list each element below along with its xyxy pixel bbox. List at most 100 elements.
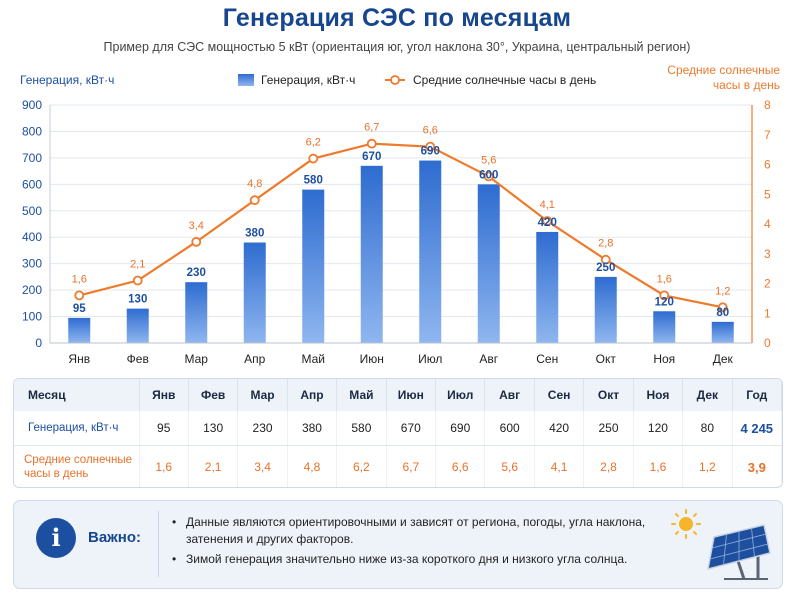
table-header-cell: Июл xyxy=(435,379,486,411)
y-tick-right: 6 xyxy=(764,158,771,172)
row-label-line: Средние солнечные xyxy=(24,454,133,466)
bar xyxy=(243,242,266,343)
table-header-cell: Мар xyxy=(237,379,288,411)
row-label-sun-hours: Средние солнечные часы в день xyxy=(14,445,140,487)
bar xyxy=(653,311,676,343)
table-cell: 6,2 xyxy=(336,445,387,487)
table-cell: 380 xyxy=(287,411,338,446)
solar-panel-icon xyxy=(671,509,771,580)
bar-value-label: 80 xyxy=(716,307,729,319)
bar xyxy=(536,231,559,343)
bar-value-label: 600 xyxy=(479,169,498,181)
sun-hours-point xyxy=(659,290,670,301)
note-divider xyxy=(158,511,159,577)
table-header-cell: Дек xyxy=(682,379,733,411)
sun-hours-label: 5,6 xyxy=(481,154,496,166)
x-tick-label: Янв xyxy=(68,352,90,366)
x-tick-label: Ноя xyxy=(653,352,675,366)
sun-hours-label: 1,6 xyxy=(72,273,87,285)
sun-hours-label: 1,2 xyxy=(715,285,730,297)
sun-hours-point xyxy=(483,171,494,182)
legend-bar-label: Генерация, кВт·ч xyxy=(261,73,355,87)
bar-value-label: 230 xyxy=(187,267,206,279)
y-tick-right: 2 xyxy=(764,277,771,291)
legend-line-label: Средние солнечные часы в день xyxy=(413,73,596,87)
page-subtitle: Пример для СЭС мощностью 5 кВт (ориентац… xyxy=(103,40,691,54)
x-tick-label: Июн xyxy=(360,352,384,366)
table-cell: 3,9 xyxy=(732,445,782,487)
y-tick-right: 0 xyxy=(764,336,771,350)
table-header-cell: Май xyxy=(336,379,387,411)
sun-hours-point xyxy=(249,195,260,206)
y-tick-left: 700 xyxy=(22,151,42,165)
table-cell: 4,1 xyxy=(534,445,585,487)
y-tick-left: 400 xyxy=(22,230,42,244)
table-cell: 4 245 xyxy=(732,411,782,446)
sun-hours-point xyxy=(308,153,319,164)
bar xyxy=(185,282,208,343)
table-cell: 420 xyxy=(534,411,585,446)
table-header-cell: Июн xyxy=(386,379,437,411)
table-header-cell: Месяц xyxy=(14,379,140,411)
table-header-cell: Ноя xyxy=(633,379,684,411)
note-list: Данные являются ориентировочными и завис… xyxy=(170,514,650,571)
x-tick-label: Авг xyxy=(479,352,498,366)
bar xyxy=(360,165,383,343)
bar-value-label: 420 xyxy=(538,217,557,229)
table-header-cell: Янв xyxy=(139,379,189,411)
sun-hours-label: 6,7 xyxy=(364,122,379,134)
table-cell: 600 xyxy=(484,411,535,446)
y-tick-right: 3 xyxy=(764,247,771,261)
legend-line-marker xyxy=(390,75,400,85)
note-item: Зимой генерация значительно ниже из-за к… xyxy=(170,551,650,568)
table-cell: 2,8 xyxy=(583,445,634,487)
table-cell: 130 xyxy=(188,411,239,446)
y-tick-right: 8 xyxy=(764,98,771,112)
table-cell: 4,8 xyxy=(287,445,338,487)
sun-hours-label: 2,1 xyxy=(130,259,145,271)
sun-hours-point xyxy=(74,290,85,301)
y-tick-left: 0 xyxy=(35,336,42,350)
table-cell: 3,4 xyxy=(237,445,288,487)
sun-hours-line xyxy=(78,142,723,309)
bar-value-label: 380 xyxy=(245,228,264,240)
sun-hours-point xyxy=(366,138,377,149)
x-tick-label: Сен xyxy=(536,352,558,366)
y-tick-left: 900 xyxy=(22,98,42,112)
table-cell: 230 xyxy=(237,411,288,446)
sun-hours-label: 3,4 xyxy=(189,220,204,232)
bar xyxy=(711,321,734,343)
table-cell: 80 xyxy=(682,411,733,446)
y-axis-left-title: Генерация, кВт·ч xyxy=(20,73,114,87)
y-tick-right: 7 xyxy=(764,128,771,142)
bar-value-label: 580 xyxy=(304,175,323,187)
sun-hours-label: 4,1 xyxy=(540,199,555,211)
x-tick-label: Дек xyxy=(713,352,734,366)
y-tick-left: 100 xyxy=(22,310,42,324)
table-cell: 6,7 xyxy=(386,445,437,487)
sun-hours-label: 4,8 xyxy=(247,178,262,190)
y-axis-right-title: Средние солнечные xyxy=(667,63,780,77)
x-tick-label: Апр xyxy=(244,352,266,366)
bar-value-label: 670 xyxy=(362,151,381,163)
table-cell: 670 xyxy=(386,411,437,446)
table-cell: 95 xyxy=(139,411,189,446)
table-cell: 1,2 xyxy=(682,445,733,487)
table-header-cell: Апр xyxy=(287,379,338,411)
table-header-cell: Авг xyxy=(484,379,535,411)
table-header-cell: Фев xyxy=(188,379,239,411)
table-cell: 1,6 xyxy=(633,445,684,487)
x-tick-label: Окт xyxy=(596,352,617,366)
table-cell: 250 xyxy=(583,411,634,446)
bar xyxy=(419,160,442,343)
sun-hours-point xyxy=(425,141,436,152)
table-header-cell: Окт xyxy=(583,379,634,411)
bar xyxy=(594,276,617,343)
y-tick-left: 300 xyxy=(22,257,42,271)
table-cell: 6,6 xyxy=(435,445,486,487)
sun-hours-point xyxy=(191,236,202,247)
bar xyxy=(302,189,325,343)
table-cell: 5,6 xyxy=(484,445,535,487)
table-cell: 1,6 xyxy=(139,445,189,487)
